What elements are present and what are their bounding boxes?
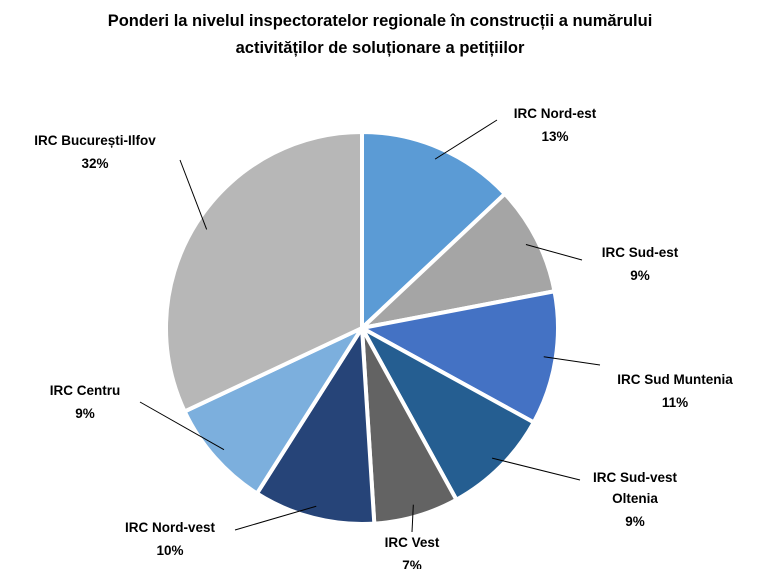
value-label: 9%: [625, 514, 645, 529]
chart-title: Ponderi la nivelul inspectoratelor regio…: [107, 12, 653, 57]
value-label: 32%: [81, 156, 109, 171]
pie-slice: [360, 326, 536, 502]
value-label: 9%: [630, 268, 650, 283]
slice-label: IRC Sud-est: [601, 245, 679, 260]
leader-line: [491, 457, 581, 481]
leader-line: [525, 243, 583, 261]
slice-label: IRC Vest: [384, 535, 440, 550]
value-label: 7%: [402, 558, 422, 569]
leader-line: [139, 401, 225, 451]
leader-line: [179, 159, 208, 230]
slice-label: IRC Nord-est: [513, 106, 597, 121]
slice-label: IRC Sud Muntenia: [617, 372, 733, 387]
slice-label: IRC Centru: [49, 383, 121, 398]
pie-slice: [360, 130, 507, 330]
slice-label: IRC București-Ilfov: [34, 133, 156, 148]
pie-slice: [254, 326, 377, 526]
leader-line: [411, 504, 414, 533]
slice-label: IRC Nord-vest: [124, 520, 215, 535]
leader-line: [234, 505, 317, 531]
pie-slice: [360, 191, 557, 330]
value-label: 11%: [661, 395, 689, 410]
value-label: 13%: [541, 129, 569, 144]
value-label: 9%: [75, 406, 95, 421]
value-label: 10%: [156, 543, 184, 558]
leader-line: [434, 119, 498, 160]
pie-slice: [182, 326, 364, 496]
leader-line: [543, 356, 601, 366]
slice-label: IRC Sud-vest Oltenia: [592, 470, 677, 506]
pie-slice: [164, 130, 364, 414]
